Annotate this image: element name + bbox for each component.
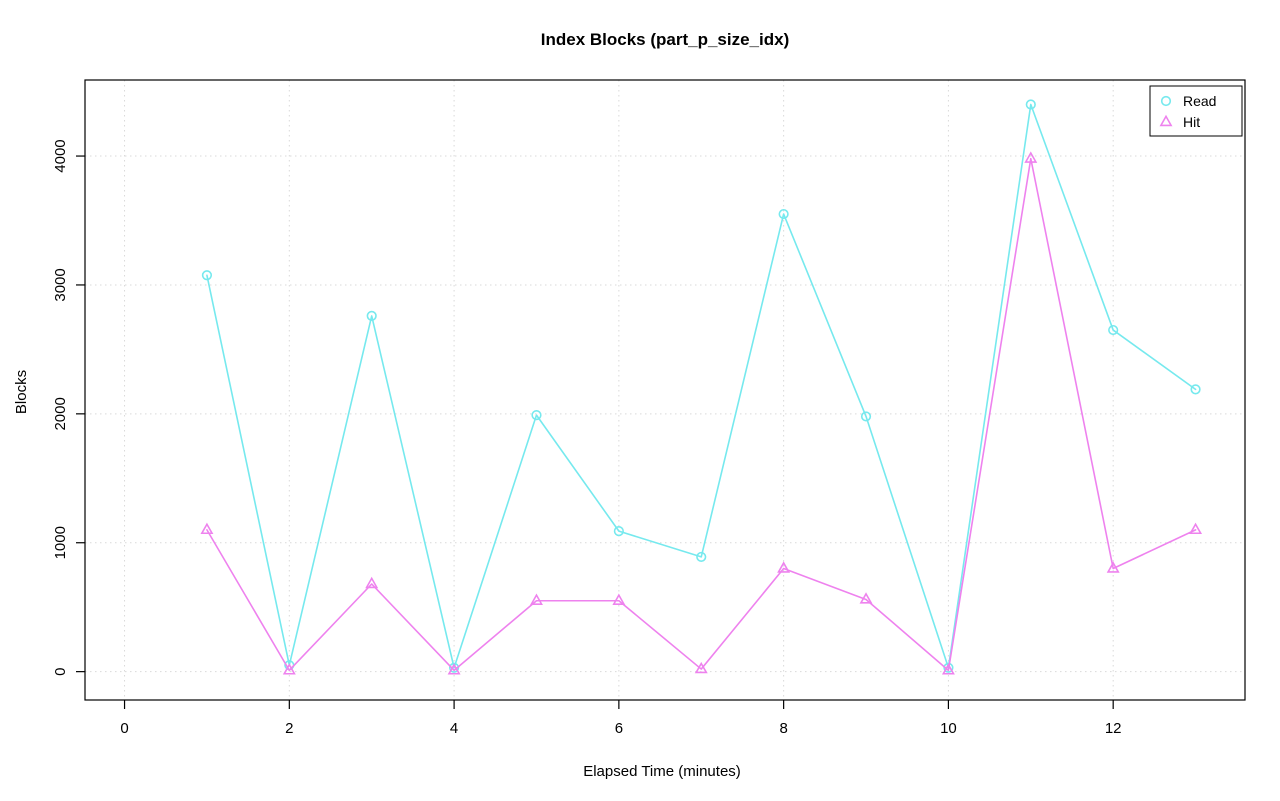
series-hit-marker: [941, 663, 955, 675]
y-tick-label: 0: [52, 667, 69, 675]
x-axis-label: Elapsed Time (minutes): [583, 763, 741, 780]
legend-label-hit: Hit: [1183, 114, 1200, 130]
series-read-marker: [366, 310, 377, 321]
plot-border: [84, 79, 1246, 701]
legend-label-read: Read: [1183, 93, 1216, 109]
series-hit-line: [206, 157, 1197, 672]
y-axis-label: Blocks: [13, 370, 30, 414]
chart-title: Index Blocks (part_p_size_idx): [541, 30, 789, 49]
legend-box: [1149, 85, 1243, 137]
x-tick-label: 12: [1105, 720, 1122, 737]
x-tick-label: 6: [615, 720, 623, 737]
y-tick-label: 3000: [52, 268, 69, 301]
x-tick-label: 4: [450, 720, 458, 737]
y-tick-label: 2000: [52, 397, 69, 430]
series-layer: [200, 99, 1203, 675]
series-read-marker: [531, 410, 542, 421]
series-read-marker: [1108, 324, 1119, 336]
series-read-marker: [1025, 99, 1036, 110]
series-read-marker: [860, 411, 872, 422]
legend-marker-hit: [1159, 114, 1173, 127]
x-tick-label: 10: [940, 720, 957, 737]
series-read-marker: [613, 526, 624, 537]
series-hit-marker: [777, 561, 791, 573]
series-hit-marker: [530, 593, 543, 605]
series-read-marker: [1190, 384, 1201, 395]
y-tick-label: 4000: [52, 139, 69, 172]
ticks-layer: 0 2 4 6 8 10 12 0 1000 2000 3000 4000: [52, 139, 1122, 737]
series-hit-marker: [282, 663, 296, 675]
series-legend-read-marker: [1160, 95, 1172, 107]
series-legend-hit-marker: [1159, 114, 1173, 127]
series-hit-marker: [1024, 151, 1038, 163]
series-read-marker: [201, 270, 213, 281]
series-hit-marker: [612, 593, 626, 605]
series-hit-marker: [1106, 561, 1120, 573]
series-read-marker: [696, 551, 707, 563]
x-tick-label: 2: [285, 720, 293, 737]
series-read-marker: [778, 208, 789, 220]
series-hit-marker: [859, 592, 873, 604]
x-tick-label: 0: [120, 720, 128, 737]
grid-layer: [85, 80, 1245, 700]
x-tick-label: 8: [779, 720, 787, 737]
y-tick-label: 1000: [52, 526, 69, 559]
series-hit-marker: [365, 576, 379, 589]
series-read-line: [206, 103, 1197, 669]
series-hit-marker: [200, 522, 214, 535]
legend-marker-read: [1160, 95, 1172, 107]
legend: Read Hit: [1149, 85, 1243, 137]
series-hit-marker: [1189, 522, 1203, 535]
series-hit-marker: [694, 661, 708, 674]
series-hit-marker: [447, 663, 461, 675]
